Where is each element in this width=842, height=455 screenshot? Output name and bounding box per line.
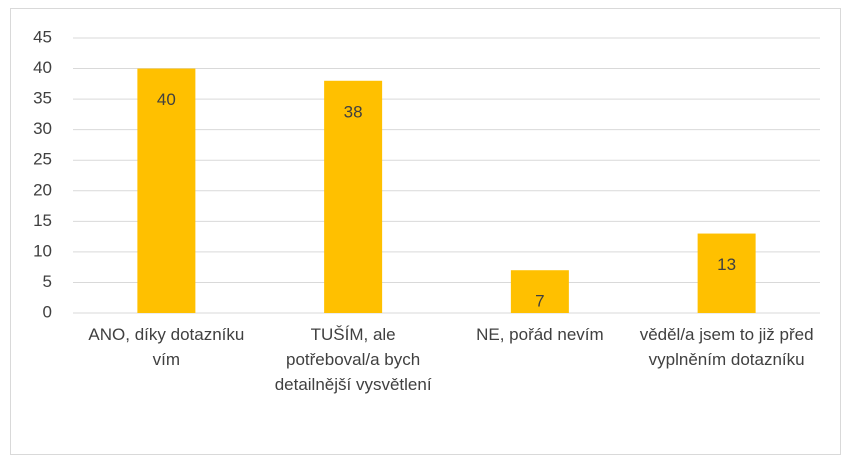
y-tick-label: 10 xyxy=(33,241,52,260)
y-tick-label: 15 xyxy=(33,211,52,230)
bar xyxy=(510,270,569,313)
value-label: 13 xyxy=(717,255,736,274)
y-tick-label: 5 xyxy=(43,272,52,291)
y-tick-label: 30 xyxy=(33,119,52,138)
value-label: 7 xyxy=(535,292,544,311)
bar xyxy=(324,80,383,314)
y-tick-label: 25 xyxy=(33,150,52,169)
y-tick-label: 0 xyxy=(43,302,52,321)
x-tick-label: ANO, díky dotazníku vím xyxy=(88,325,245,369)
x-tick-label: NE, pořád nevím xyxy=(476,325,604,344)
value-label: 40 xyxy=(157,90,176,109)
y-tick-label: 35 xyxy=(33,89,52,108)
x-tick-label: věděl/a jsem to již před vyplněním dotaz… xyxy=(639,325,814,369)
x-tick-label: TUŠÍM, ale potřeboval/a bych detailnější… xyxy=(274,325,432,394)
y-tick-label: 45 xyxy=(33,27,52,46)
bar xyxy=(137,68,196,313)
y-tick-label: 20 xyxy=(33,180,52,199)
y-tick-label: 40 xyxy=(33,58,52,77)
value-label: 38 xyxy=(344,102,363,121)
bar xyxy=(697,233,756,313)
